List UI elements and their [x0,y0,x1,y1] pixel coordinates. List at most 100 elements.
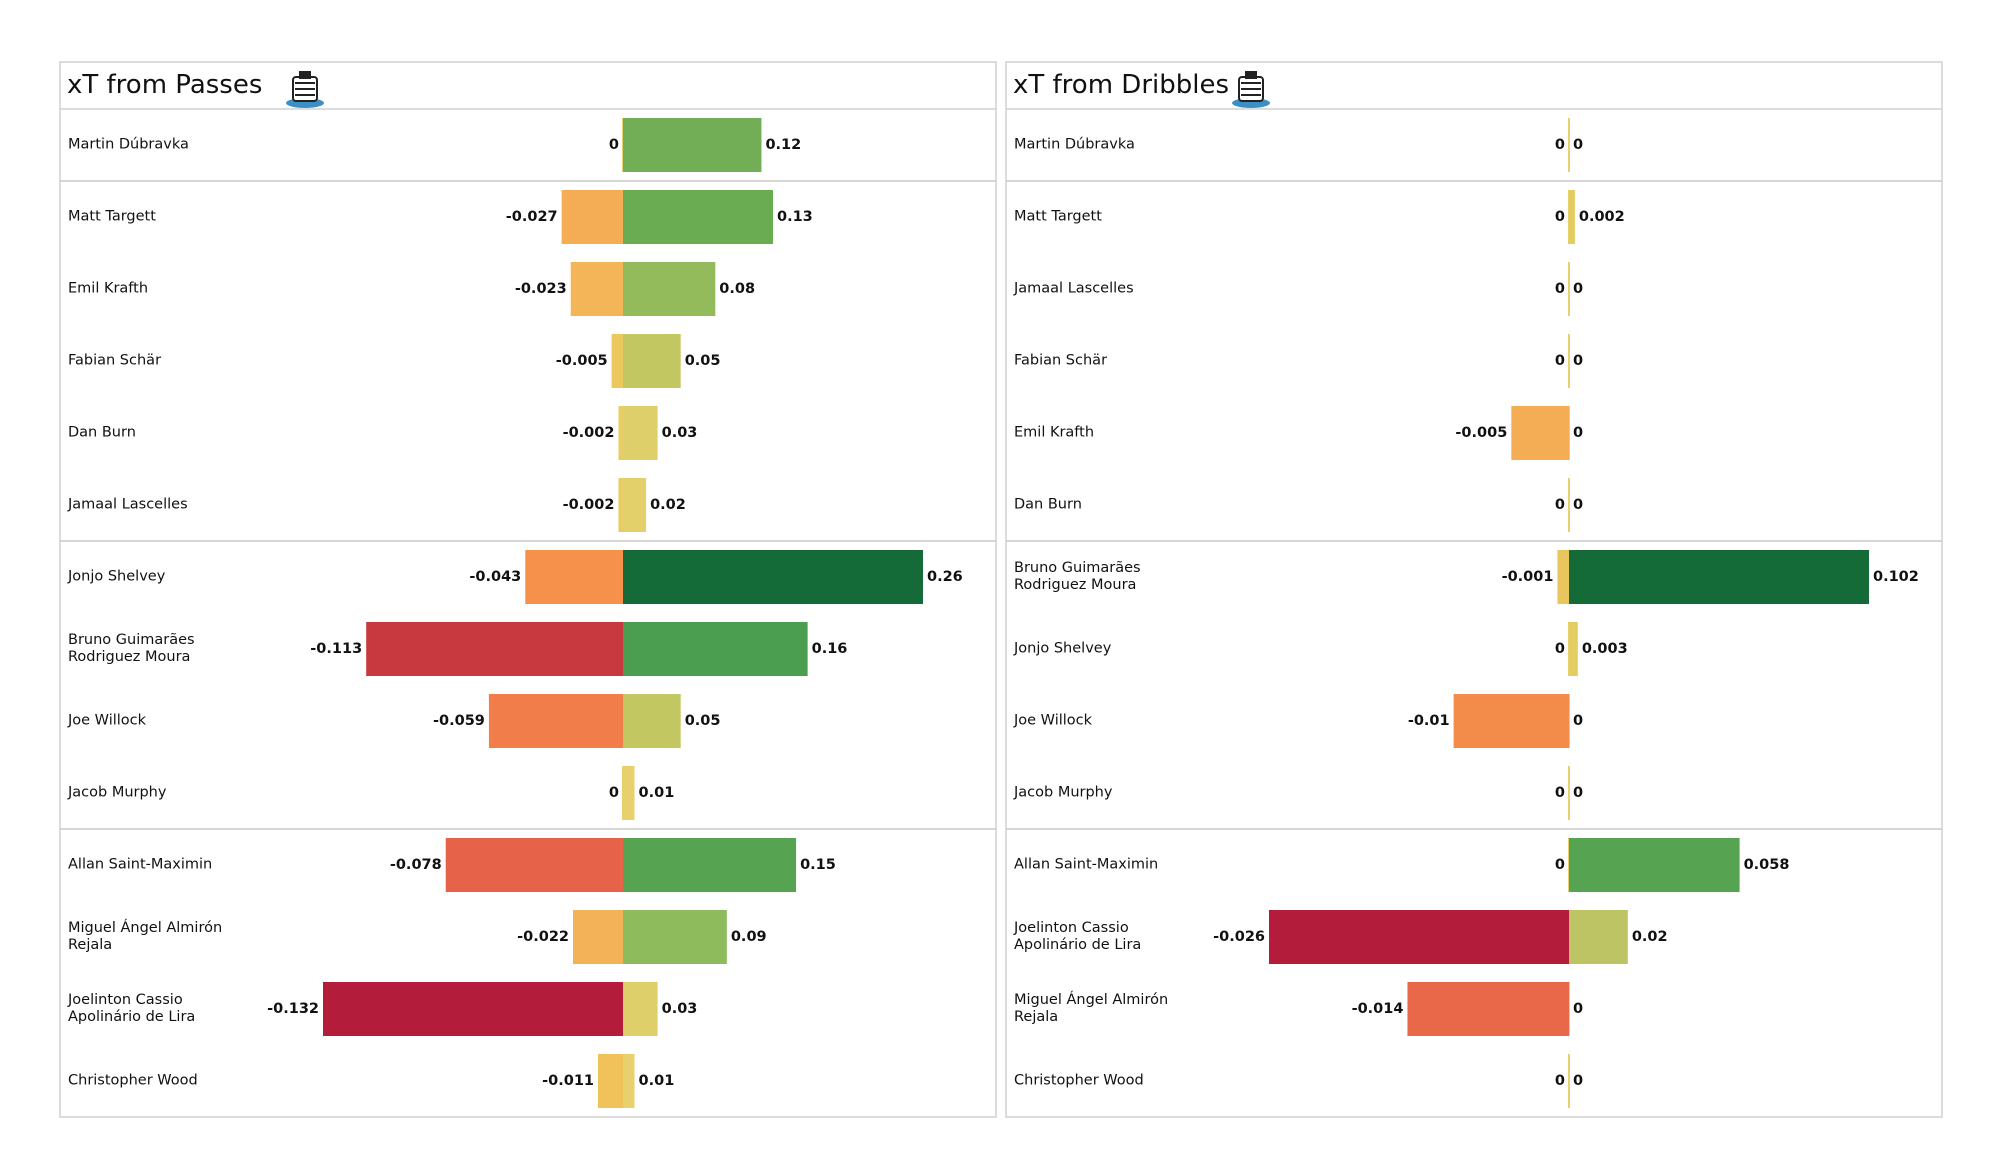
bar [1269,910,1569,964]
value-label: 0 [1555,1073,1565,1089]
value-label: 0 [1555,137,1565,153]
value-label: -0.026 [1213,929,1265,945]
value-label: 0.16 [812,641,848,657]
bar [623,262,716,316]
value-label: 0 [1555,785,1565,801]
value-label: 0 [1573,497,1583,513]
player-name: Jonjo Shelvey [68,568,166,585]
player-name: Dan Burn [1014,496,1082,513]
value-label: 0 [1555,281,1565,297]
club-crest [1232,71,1270,108]
value-label: 0.08 [719,281,755,297]
value-label: -0.005 [1455,425,1507,441]
player-name: Miguel Ángel Almirón Rejala [68,920,223,953]
player-name: Jamaal Lascelles [68,496,188,513]
bar [623,838,797,892]
bar [623,190,773,244]
value-label: -0.01 [1408,713,1450,729]
value-label: 0.26 [927,569,963,585]
value-label: 0.13 [777,209,813,225]
value-label: 0 [1555,641,1565,657]
value-label: -0.014 [1352,1001,1404,1017]
bar [570,262,623,316]
value-label: -0.059 [433,713,485,729]
club-crest [286,71,324,108]
player-name: Jamaal Lascelles [1014,280,1134,297]
player-name: Christopher Wood [1014,1072,1144,1089]
value-label: 0 [1555,353,1565,369]
player-name: Jacob Murphy [1014,784,1113,801]
bar [623,478,647,532]
player-name: Fabian Schär [68,352,162,369]
value-label: 0 [1573,1073,1583,1089]
bar [1511,406,1569,460]
value-label: -0.002 [563,425,615,441]
value-label: 0 [1573,713,1583,729]
bar [618,406,623,460]
value-label: -0.005 [556,353,608,369]
bar [366,622,623,676]
player-name: Matt Targett [1014,208,1102,225]
panel-title: xT from Passes [67,70,263,100]
bar [618,478,623,532]
bar [573,910,623,964]
player-name: Emil Krafth [68,280,149,297]
bar [623,766,635,820]
player-name: Christopher Wood [68,1072,198,1089]
value-label: -0.043 [469,569,521,585]
bar [1569,622,1578,676]
value-label: 0 [1555,209,1565,225]
value-label: 0 [1555,497,1565,513]
player-name: Bruno Guimarães Rodriguez Moura [1014,560,1141,593]
value-label: 0 [1573,137,1583,153]
player-name: Joelinton Cassio Apolinário de Lira [1014,920,1142,953]
value-label: 0.01 [639,1073,675,1089]
bar [623,550,923,604]
value-label: 0 [609,137,619,153]
bar [1407,982,1569,1036]
player-name: Martin Dúbravka [68,136,189,153]
value-label: 0.03 [662,1001,698,1017]
bar [623,910,727,964]
value-label: -0.011 [542,1073,594,1089]
player-name: Martin Dúbravka [1014,136,1135,153]
panel-title: xT from Dribbles [1013,70,1230,100]
bar [623,334,681,388]
value-label: -0.023 [515,281,567,297]
value-label: 0.05 [685,353,721,369]
value-label: 0.12 [765,137,801,153]
panel-border [59,61,997,1118]
bar [1453,694,1569,748]
player-name: Bruno Guimarães Rodriguez Moura [68,632,195,665]
value-label: -0.027 [506,209,558,225]
player-name: Dan Burn [68,424,136,441]
bar [623,622,808,676]
bar [623,1054,635,1108]
player-name: Matt Targett [68,208,156,225]
bar [623,118,762,172]
bar [445,838,623,892]
value-label: 0 [1573,785,1583,801]
bar [611,334,623,388]
value-label: -0.113 [310,641,362,657]
bar [598,1054,623,1108]
value-label: 0 [1573,425,1583,441]
bar [623,694,681,748]
bar [1569,910,1628,964]
bar [1569,190,1575,244]
value-label: 0.05 [685,713,721,729]
value-label: 0 [1573,281,1583,297]
value-label: 0 [1573,353,1583,369]
value-label: -0.001 [1502,569,1554,585]
value-label: 0.058 [1744,857,1790,873]
player-name: Miguel Ángel Almirón Rejala [1014,992,1169,1025]
player-name: Allan Saint-Maximin [68,856,213,873]
value-label: 0 [609,785,619,801]
value-label: 0.003 [1582,641,1628,657]
value-label: -0.078 [390,857,442,873]
bar [623,406,658,460]
value-label: 0.15 [800,857,836,873]
bar [623,982,658,1036]
